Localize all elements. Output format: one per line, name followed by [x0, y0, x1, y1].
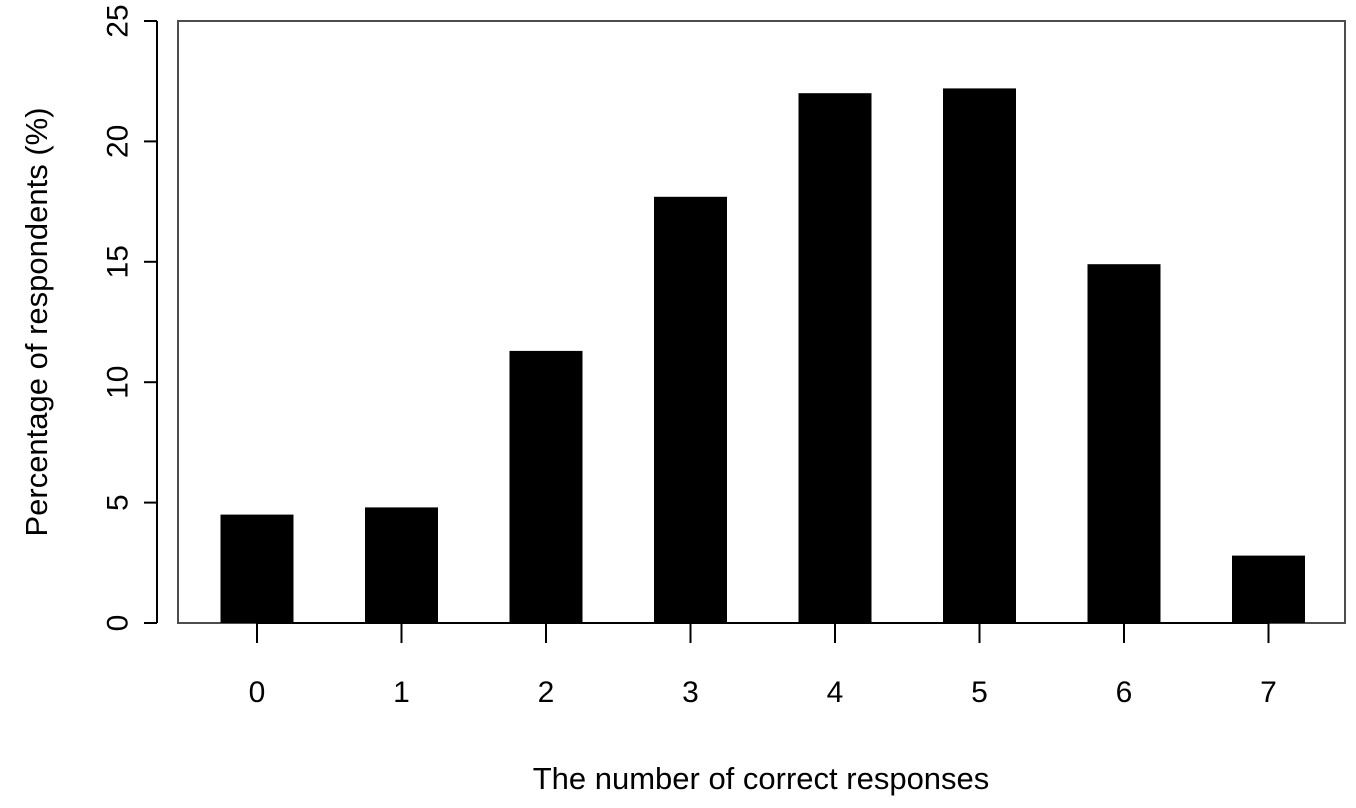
x-tick-label-2: 2 [538, 676, 555, 709]
y-tick-label-0: 0 [102, 615, 135, 632]
bar-5 [943, 88, 1016, 623]
y-tick-label-15: 15 [102, 245, 135, 278]
bar-1 [365, 507, 438, 623]
plot-frame [177, 20, 1346, 624]
x-axis: 0 1 2 3 4 5 6 7 [249, 622, 1277, 709]
bar-0 [220, 514, 294, 623]
bar-2 [509, 350, 583, 623]
x-tick-label-0: 0 [249, 676, 266, 709]
bar-4 [798, 93, 872, 623]
bar-7 [1232, 555, 1305, 623]
y-tick-label-20: 20 [102, 125, 135, 158]
y-axis-title: Percentage of respondents (%) [19, 107, 54, 536]
x-tick-label-4: 4 [827, 676, 844, 709]
x-tick-label-6: 6 [1116, 676, 1133, 709]
bar-6 [1087, 264, 1161, 623]
x-tick-label-1: 1 [393, 676, 410, 709]
x-tick-label-3: 3 [682, 676, 699, 709]
y-tick-label-5: 5 [102, 494, 135, 511]
y-axis: 0 5 10 15 20 25 [102, 4, 158, 631]
y-tick-label-25: 25 [102, 4, 135, 37]
x-tick-label-7: 7 [1260, 676, 1277, 709]
x-tick-label-5: 5 [971, 676, 988, 709]
x-axis-title: The number of correct responses [533, 761, 990, 796]
bar-3 [654, 196, 727, 624]
bars-group [220, 88, 1305, 624]
y-tick-label-10: 10 [102, 366, 135, 399]
